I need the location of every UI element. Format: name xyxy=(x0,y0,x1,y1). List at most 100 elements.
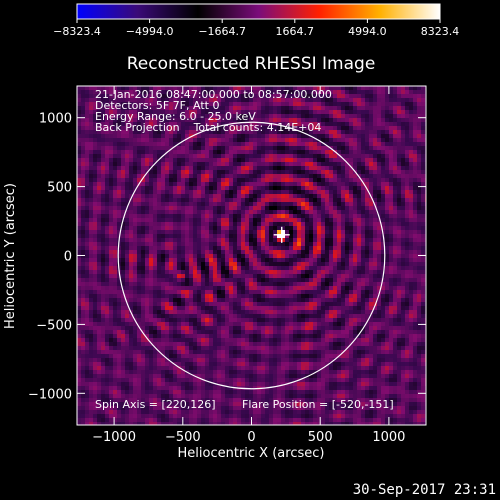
heatmap-cell xyxy=(333,230,337,234)
heatmap-cell xyxy=(297,146,301,150)
heatmap-cell xyxy=(117,254,121,258)
heatmap-cell xyxy=(421,90,425,94)
heatmap-cell xyxy=(377,86,381,90)
heatmap-cell xyxy=(325,210,329,214)
heatmap-cell xyxy=(137,134,141,138)
heatmap-cell xyxy=(81,150,85,154)
heatmap-cell xyxy=(93,262,97,266)
heatmap-cell xyxy=(173,278,177,282)
heatmap-cell xyxy=(261,150,265,154)
heatmap-cell xyxy=(257,126,261,130)
heatmap-cell xyxy=(173,86,177,90)
heatmap-cell xyxy=(405,214,409,218)
heatmap-cell xyxy=(205,298,209,302)
heatmap-cell xyxy=(185,154,189,158)
heatmap-cell xyxy=(349,150,353,154)
heatmap-cell xyxy=(393,134,397,138)
heatmap-cell xyxy=(249,146,253,150)
heatmap-cell xyxy=(397,98,401,102)
heatmap-cell xyxy=(289,86,293,90)
heatmap-cell xyxy=(105,126,109,130)
heatmap-cell xyxy=(233,194,237,198)
heatmap-cell xyxy=(189,90,193,94)
heatmap-cell xyxy=(313,210,317,214)
heatmap-cell xyxy=(377,202,381,206)
heatmap-cell xyxy=(185,122,189,126)
heatmap-cell xyxy=(225,206,229,210)
heatmap-cell xyxy=(181,118,185,122)
heatmap-cell xyxy=(265,214,269,218)
heatmap-cell xyxy=(301,278,305,282)
heatmap-cell xyxy=(297,150,301,154)
heatmap-cell xyxy=(129,162,133,166)
heatmap-cell xyxy=(245,186,249,190)
heatmap-cell xyxy=(201,150,205,154)
heatmap-cell xyxy=(421,174,425,178)
heatmap-cell xyxy=(281,122,285,126)
heatmap-cell xyxy=(209,158,213,162)
heatmap-cell xyxy=(185,126,189,130)
heatmap-cell xyxy=(301,226,305,230)
heatmap-cell xyxy=(237,286,241,290)
heatmap-cell xyxy=(389,102,393,106)
heatmap-cell xyxy=(209,278,213,282)
heatmap-cell xyxy=(205,166,209,170)
heatmap-cell xyxy=(241,306,245,310)
heatmap-cell xyxy=(413,258,417,262)
heatmap-cell xyxy=(265,90,269,94)
heatmap-cell xyxy=(293,266,297,270)
heatmap-cell xyxy=(261,114,265,118)
heatmap-cell xyxy=(325,130,329,134)
heatmap-cell xyxy=(261,246,265,250)
heatmap-cell xyxy=(193,230,197,234)
heatmap-cell xyxy=(273,282,277,286)
heatmap-cell xyxy=(357,146,361,150)
heatmap-cell xyxy=(257,182,261,186)
heatmap-cell xyxy=(161,122,165,126)
heatmap-cell xyxy=(225,222,229,226)
heatmap-cell xyxy=(177,278,181,282)
heatmap-cell xyxy=(129,246,133,250)
heatmap-cell xyxy=(389,274,393,278)
heatmap-cell xyxy=(221,150,225,154)
heatmap-cell xyxy=(169,286,173,290)
heatmap-cell xyxy=(85,102,89,106)
heatmap-cell xyxy=(101,142,105,146)
heatmap-cell xyxy=(321,306,325,310)
heatmap-cell xyxy=(265,246,269,250)
heatmap-cell xyxy=(197,134,201,138)
heatmap-cell xyxy=(165,198,169,202)
heatmap-cell xyxy=(297,246,301,250)
heatmap-cell xyxy=(201,102,205,106)
heatmap-cell xyxy=(313,122,317,126)
heatmap-cell xyxy=(217,190,221,194)
heatmap-cell xyxy=(397,266,401,270)
heatmap-cell xyxy=(109,130,113,134)
heatmap-cell xyxy=(217,206,221,210)
heatmap-cell xyxy=(201,250,205,254)
heatmap-cell xyxy=(413,238,417,242)
heatmap-cell xyxy=(189,302,193,306)
heatmap-cell xyxy=(253,306,257,310)
heatmap-cell xyxy=(241,258,245,262)
heatmap-cell xyxy=(237,98,241,102)
heatmap-cell xyxy=(385,258,389,262)
heatmap-cell xyxy=(333,86,337,90)
heatmap-cell xyxy=(281,202,285,206)
heatmap-cell xyxy=(325,154,329,158)
heatmap-cell xyxy=(221,218,225,222)
heatmap-cell xyxy=(149,206,153,210)
heatmap-cell xyxy=(257,238,261,242)
heatmap-cell xyxy=(253,206,257,210)
heatmap-cell xyxy=(285,94,289,98)
heatmap-cell xyxy=(85,118,89,122)
heatmap-cell xyxy=(273,202,277,206)
heatmap-cell xyxy=(149,126,153,130)
heatmap-cell xyxy=(77,182,81,186)
heatmap-cell xyxy=(225,154,229,158)
heatmap-cell xyxy=(297,278,301,282)
heatmap-cell xyxy=(97,194,101,198)
heatmap-cell xyxy=(209,182,213,186)
heatmap-cell xyxy=(385,146,389,150)
heatmap-cell xyxy=(365,250,369,254)
